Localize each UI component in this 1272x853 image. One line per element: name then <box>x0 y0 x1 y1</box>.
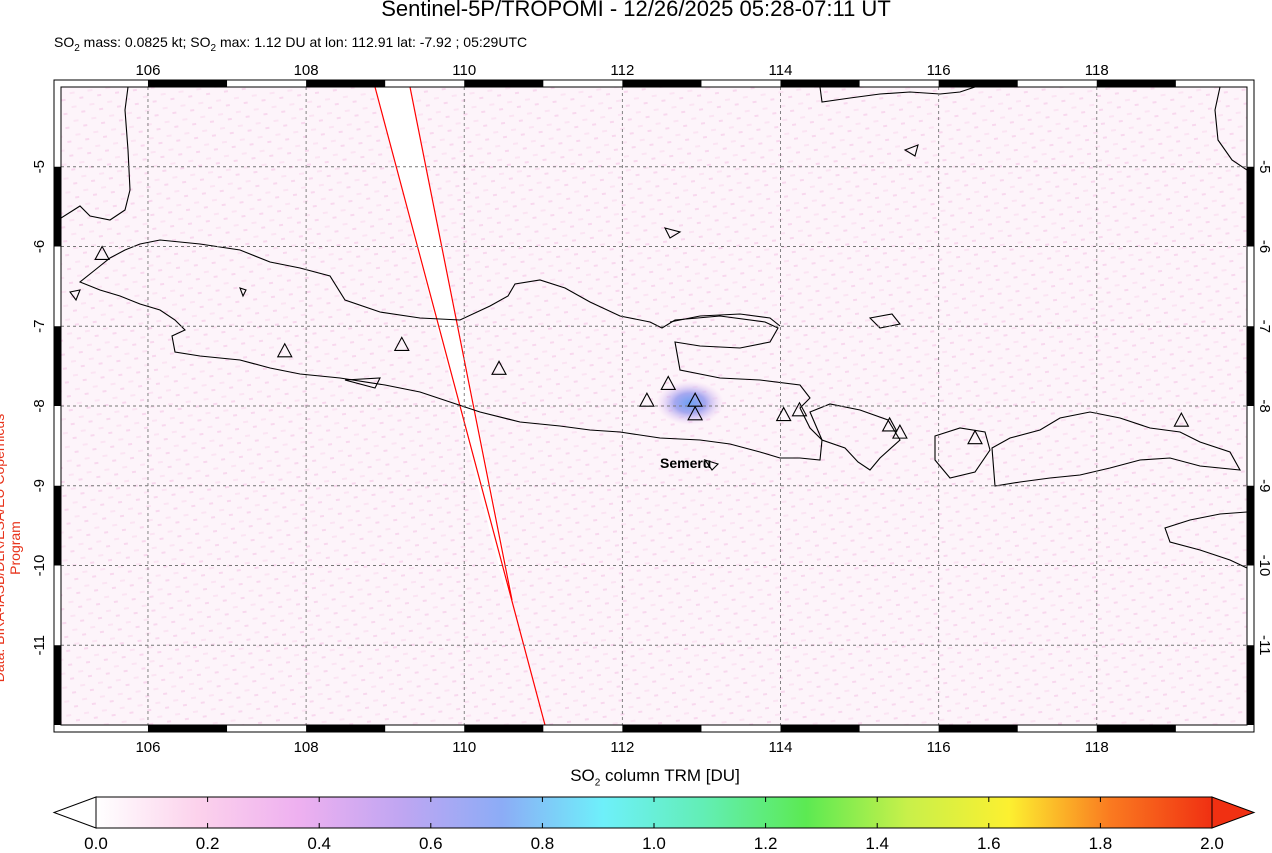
volcano-icon <box>967 429 983 445</box>
colorbar-tick-label: 0.0 <box>84 834 108 853</box>
map-title: Sentinel-5P/TROPOMI - 12/26/2025 05:28-0… <box>381 0 891 21</box>
frame-bar-top <box>780 80 860 87</box>
volcano-icon <box>393 336 410 351</box>
coastline-lombok <box>934 427 991 479</box>
colorbar-tick-label: 1.0 <box>642 834 666 853</box>
coastlines <box>61 87 1247 569</box>
colorbar-tick-label: 0.6 <box>419 834 443 853</box>
lat-tick-label-left: -10 <box>31 555 48 577</box>
colorbar-tick-label: 1.2 <box>754 834 778 853</box>
coastline-sumatra <box>61 87 131 221</box>
lat-tick-label-right: -11 <box>1256 635 1272 656</box>
lon-tick-label-top: 108 <box>294 62 319 79</box>
lon-tick-label-top: 118 <box>1085 62 1109 79</box>
lat-tick-label-left: -7 <box>31 320 48 333</box>
axis-tick-labels: 106 106 108 108 110 110 112 112 114 114 116 116 118 1… <box>31 62 1272 756</box>
volcano-icon <box>775 406 792 422</box>
coastline-sumbawa <box>991 411 1241 487</box>
volcano-icon <box>891 423 908 439</box>
lon-tick-label-bottom: 118 <box>1085 739 1109 756</box>
colorbar-tick-label: 1.4 <box>865 834 889 853</box>
lon-tick-label-bottom: 112 <box>610 739 634 756</box>
frame-bar-bottom <box>622 725 702 732</box>
frame-bar-right <box>1247 645 1254 725</box>
frame-bar-bottom <box>938 725 1018 732</box>
volcano-icon <box>1173 411 1190 427</box>
frame-bar-left <box>54 485 61 566</box>
lat-tick-label-left: -8 <box>31 399 48 412</box>
volcano-markers <box>94 245 1190 445</box>
lat-tick-label-left: -9 <box>31 479 48 492</box>
volcano-icon <box>660 375 677 391</box>
frame-bar-left <box>54 166 61 247</box>
colorbar-tick-label: 1.8 <box>1089 834 1113 853</box>
swath-edge-line <box>409 87 513 601</box>
frame-bar-top <box>1096 80 1176 87</box>
frame-bar-bottom <box>147 725 228 732</box>
lon-tick-label-bottom: 114 <box>769 739 793 756</box>
colorbar-tick-label: 0.8 <box>531 834 555 853</box>
volcano-icon <box>687 405 704 421</box>
colorbar-tick-label: 1.6 <box>977 834 1001 853</box>
colorbar-tick-label: 2.0 <box>1200 834 1224 853</box>
volcano-icon <box>791 401 808 417</box>
frame-bar-right <box>1247 166 1254 247</box>
lat-tick-label-right: -9 <box>1256 479 1272 492</box>
graticule <box>61 87 1247 725</box>
lat-tick-label-right: -5 <box>1256 160 1272 173</box>
lat-tick-label-right: -10 <box>1256 555 1272 577</box>
coastline-bali <box>809 403 901 471</box>
colorbar: 0.0 0.2 0.4 0.6 0.8 1.0 1.2 1.4 1.6 1.8 2.0 <box>52 796 1256 853</box>
colorbar-tick-label: 0.4 <box>307 834 331 853</box>
volcano-icon <box>491 360 507 375</box>
volcano-icon <box>276 342 293 358</box>
colorbar-tick-label: 0.2 <box>196 834 220 853</box>
lat-tick-label-left: -11 <box>31 635 48 656</box>
frame-bar-left <box>54 326 61 406</box>
frame-bar-left <box>54 645 61 725</box>
frame-bar-top <box>622 80 702 87</box>
coastline-kalimantan <box>819 87 976 103</box>
frame-bar-top <box>464 80 544 87</box>
coastline-sulawesi <box>1214 87 1247 171</box>
frame-ticks <box>54 80 1254 732</box>
map-subtitle: SO2 mass: 0.0825 kt; SO2 max: 1.12 DU at… <box>54 34 528 54</box>
frame-bar-top <box>306 80 386 87</box>
frame-bar-right <box>1247 326 1254 406</box>
lon-tick-label-top: 114 <box>769 62 793 79</box>
lon-tick-label-bottom: 106 <box>135 739 160 756</box>
swath-gap <box>375 87 512 590</box>
frame-bar-bottom <box>464 725 544 732</box>
coastline-madura <box>669 313 781 327</box>
volcano-label-semeru: Semeru <box>660 455 711 471</box>
frame-bar-bottom <box>1096 725 1176 732</box>
lat-tick-label-right: -8 <box>1256 399 1272 412</box>
frame-bar-top <box>938 80 1018 87</box>
colorbar-overflow-arrow <box>1211 796 1256 829</box>
lon-tick-label-top: 110 <box>452 62 476 79</box>
coastline-sumba <box>1164 511 1247 569</box>
colorbar-underflow-arrow <box>52 796 97 829</box>
frame-bar-bottom <box>306 725 386 732</box>
lon-tick-label-bottom: 110 <box>452 739 476 756</box>
volcano-icon <box>94 245 111 261</box>
frame-bar-top <box>147 80 228 87</box>
lon-tick-label-top: 116 <box>927 62 951 79</box>
lat-tick-label-right: -6 <box>1256 240 1272 253</box>
lon-tick-label-top: 112 <box>610 62 634 79</box>
coastline-java <box>78 239 823 461</box>
lon-tick-label-bottom: 116 <box>927 739 951 756</box>
volcano-icon <box>881 416 898 432</box>
volcano-icon <box>638 392 655 407</box>
frame-bar-bottom <box>780 725 860 732</box>
lat-tick-label-right: -7 <box>1256 320 1272 333</box>
lat-tick-label-left: -5 <box>31 160 48 173</box>
frame-bar-right <box>1247 485 1254 566</box>
lon-tick-label-bottom: 108 <box>294 739 319 756</box>
lon-tick-label-top: 106 <box>135 62 160 79</box>
lat-tick-label-left: -6 <box>31 240 48 253</box>
colorbar-label: SO2 column TRM [DU] <box>570 766 740 789</box>
